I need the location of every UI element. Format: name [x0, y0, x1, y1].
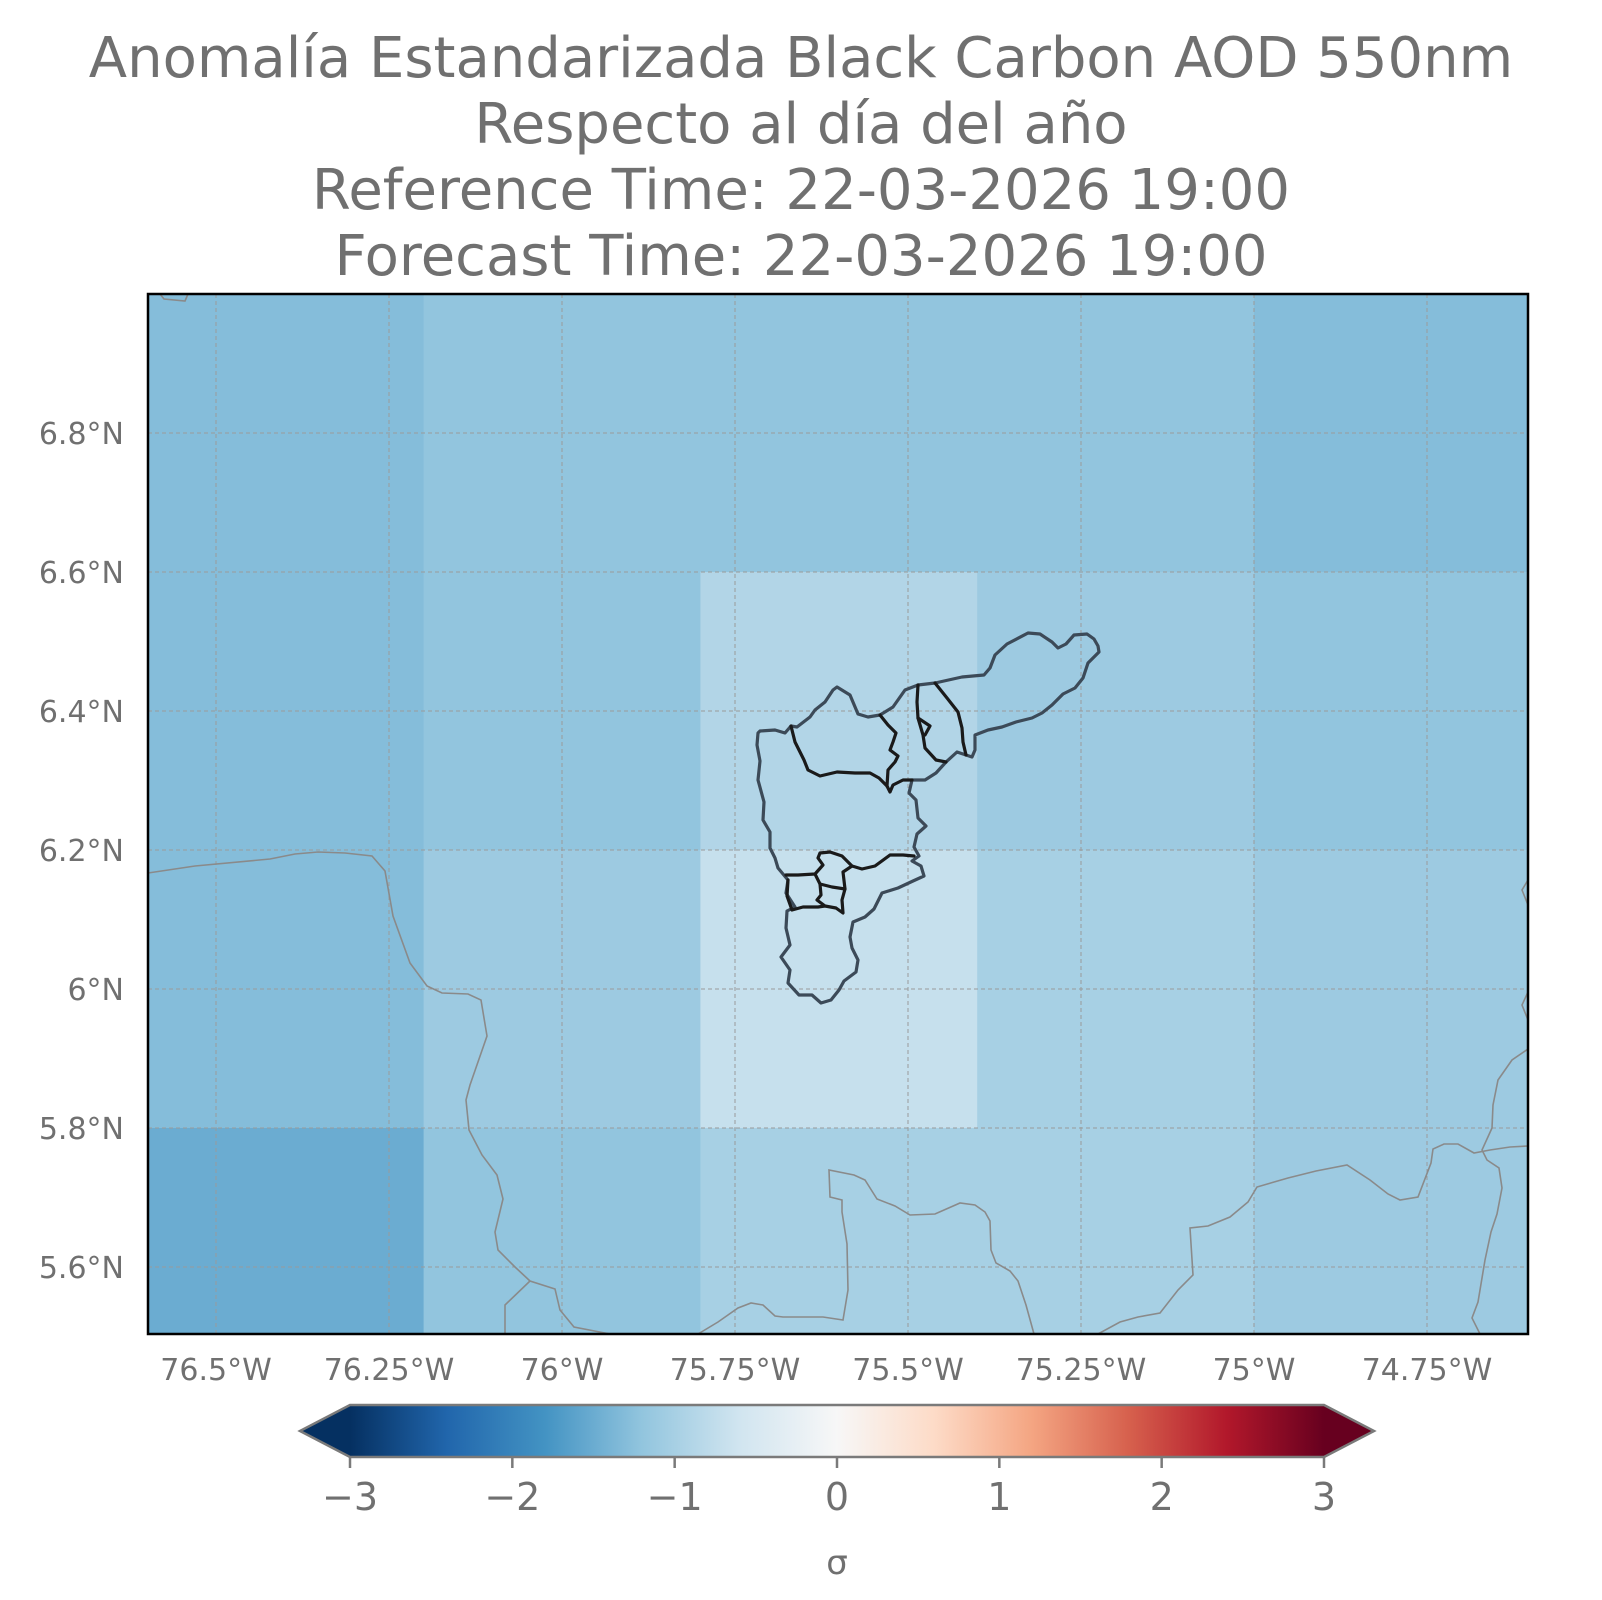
colorbar-tick-label: 0 [825, 1475, 849, 1519]
municipality-line-3 [915, 683, 948, 764]
municipality-line-6 [784, 850, 916, 877]
anomaly-cell [700, 1128, 978, 1334]
chart-title: Anomalía Estandarizada Black Carbon AOD … [0, 26, 1602, 290]
municipality-line-4 [933, 681, 968, 757]
boundary-east-1 [1471, 1048, 1528, 1334]
municipality-line-2 [878, 713, 900, 788]
municipality-outlines [755, 631, 1101, 1005]
colorbar-extend-high [1324, 1405, 1374, 1457]
colorbar-tick-label: 2 [1150, 1475, 1174, 1519]
anomaly-cell [148, 572, 425, 851]
colorbar-extend-low [300, 1405, 350, 1457]
anomaly-cell [700, 294, 978, 573]
anomaly-cell [148, 1128, 425, 1334]
lat-tick-label: 5.6°N [39, 1251, 124, 1286]
lat-tick-label: 6.4°N [39, 695, 124, 730]
anomaly-cell [1254, 850, 1528, 1129]
lon-tick-label: 75.5°W [852, 1353, 963, 1388]
title-line-1: Anomalía Estandarizada Black Carbon AOD … [88, 26, 1514, 91]
boundary-south-spur [504, 1280, 531, 1334]
lon-tick-label: 76.5°W [160, 1353, 271, 1388]
colorbar-ticks: −3 −2 −1 0 1 2 3 [322, 1457, 1336, 1519]
graticule [148, 294, 1528, 1334]
boundary-south-east [1097, 1143, 1528, 1334]
lat-tick-label: 6°N [67, 973, 124, 1008]
lon-tick-label: 75°W [1213, 1353, 1296, 1388]
anomaly-cell [1254, 294, 1528, 573]
boundary-east-3 [1521, 991, 1528, 1021]
municipality-line-9 [818, 882, 847, 891]
lon-tick-label: 75.25°W [1016, 1353, 1147, 1388]
lat-tick-label: 6.2°N [39, 834, 124, 869]
lon-tick-label: 76°W [521, 1353, 604, 1388]
colorbar-tick-label: 3 [1312, 1475, 1336, 1519]
anomaly-cell [1254, 572, 1528, 851]
municipality-line-1 [789, 724, 914, 794]
map-frame [146, 292, 1530, 1336]
boundary-south [697, 1169, 1035, 1334]
title-line-2: Respecto al día del año [474, 92, 1128, 157]
colorbar-tick-label: −3 [322, 1475, 378, 1519]
latitude-labels: 6.8°N 6.6°N 6.4°N 6.2°N 6°N 5.8°N 5.6°N [39, 417, 124, 1286]
anomaly-cell [1254, 1128, 1528, 1334]
municipality-line-8 [785, 878, 827, 912]
colorbar-tick-label: 1 [987, 1475, 1011, 1519]
boundary-top-corner [159, 294, 189, 302]
boundary-west [148, 851, 611, 1334]
lon-tick-label: 74.75°W [1362, 1353, 1493, 1388]
colorbar: −3 −2 −1 0 1 2 3 σ [297, 1403, 1377, 1583]
anomaly-cell [148, 294, 425, 573]
lon-tick-label: 75.75°W [670, 1353, 801, 1388]
colorbar-label: σ [826, 1543, 848, 1583]
colorbar-tick-label: −1 [647, 1475, 703, 1519]
lon-tick-label: 76.25°W [324, 1353, 455, 1388]
lat-tick-label: 5.8°N [39, 1112, 124, 1147]
title-line-3: Reference Time: 22-03-2026 19:00 [311, 158, 1291, 223]
municipality-line-5 [916, 716, 932, 737]
lat-tick-label: 6.8°N [39, 417, 124, 452]
anomaly-cell [148, 850, 425, 1129]
boundary-east-2 [1521, 879, 1528, 906]
region-outline [755, 631, 1101, 1005]
municipality-line-7 [813, 864, 854, 915]
lat-tick-label: 6.6°N [39, 556, 124, 591]
title-line-4: Forecast Time: 22-03-2026 19:00 [334, 224, 1268, 289]
colorbar-tick-label: −2 [484, 1475, 540, 1519]
longitude-labels: 76.5°W 76.25°W 76°W 75.75°W 75.5°W 75.25°W 75°… [160, 1353, 1492, 1388]
department-boundaries [148, 294, 1528, 1334]
colorbar-gradient [350, 1405, 1324, 1457]
anomaly-cell [700, 572, 978, 851]
